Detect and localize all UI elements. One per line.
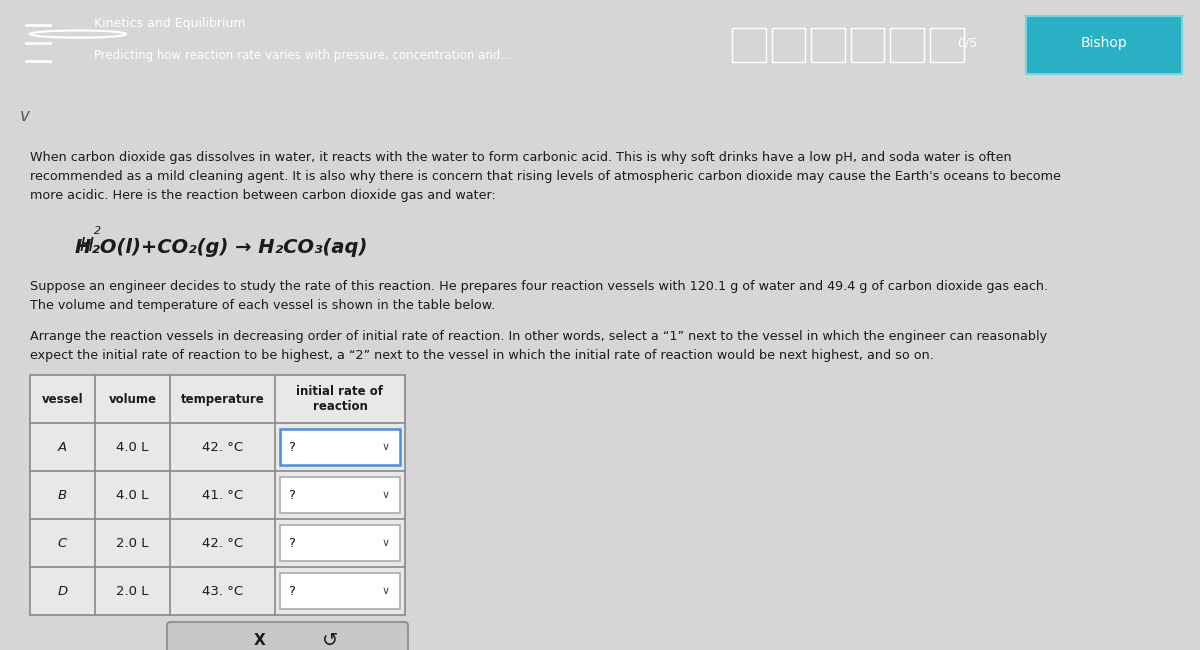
Bar <box>280 573 400 609</box>
Text: v: v <box>20 107 30 125</box>
Text: Suppose an engineer decides to study the rate of this reaction. He prepares four: Suppose an engineer decides to study the… <box>30 280 1048 313</box>
Text: 42. °C: 42. °C <box>202 441 244 454</box>
Text: 2.0 L: 2.0 L <box>116 537 149 550</box>
Text: ?: ? <box>288 537 295 550</box>
Text: 43. °C: 43. °C <box>202 584 244 597</box>
Text: initial rate of
reaction: initial rate of reaction <box>296 385 384 413</box>
Text: B: B <box>58 489 67 502</box>
Text: 4.0 L: 4.0 L <box>116 441 149 454</box>
Text: ?: ? <box>288 441 295 454</box>
Text: 0/5: 0/5 <box>958 36 978 49</box>
Text: X: X <box>253 632 265 647</box>
Text: ↺: ↺ <box>322 630 338 649</box>
Text: 42. °C: 42. °C <box>202 537 244 550</box>
Text: A: A <box>58 441 67 454</box>
Bar <box>280 477 400 514</box>
Bar <box>280 429 400 465</box>
Text: vessel: vessel <box>42 393 83 406</box>
Text: H₂O(l)+CO₂(g) → H₂CO₃(aq): H₂O(l)+CO₂(g) → H₂CO₃(aq) <box>74 237 367 257</box>
Text: Arrange the reaction vessels in decreasing order of initial rate of reaction. In: Arrange the reaction vessels in decreasi… <box>30 330 1048 363</box>
Text: ∨: ∨ <box>382 586 390 596</box>
FancyBboxPatch shape <box>1026 16 1182 73</box>
Bar <box>280 525 400 562</box>
Text: Bishop: Bishop <box>1081 36 1127 50</box>
FancyBboxPatch shape <box>167 622 408 650</box>
Text: H: H <box>80 235 94 255</box>
Text: ∨: ∨ <box>382 490 390 501</box>
Text: ?: ? <box>288 584 295 597</box>
Text: volume: volume <box>108 393 156 406</box>
Text: 2: 2 <box>94 226 101 235</box>
Text: ?: ? <box>288 489 295 502</box>
Text: Predicting how reaction rate varies with pressure, concentration and...: Predicting how reaction rate varies with… <box>94 49 511 62</box>
Text: C: C <box>58 537 67 550</box>
Text: ∨: ∨ <box>382 442 390 452</box>
Text: 41. °C: 41. °C <box>202 489 244 502</box>
Text: temperature: temperature <box>181 393 264 406</box>
Text: 2.0 L: 2.0 L <box>116 584 149 597</box>
Bar <box>30 375 406 615</box>
Text: Kinetics and Equilibrium: Kinetics and Equilibrium <box>94 17 245 30</box>
Text: When carbon dioxide gas dissolves in water, it reacts with the water to form car: When carbon dioxide gas dissolves in wat… <box>30 151 1061 202</box>
Text: ∨: ∨ <box>382 538 390 548</box>
Text: 4.0 L: 4.0 L <box>116 489 149 502</box>
Text: D: D <box>58 584 67 597</box>
